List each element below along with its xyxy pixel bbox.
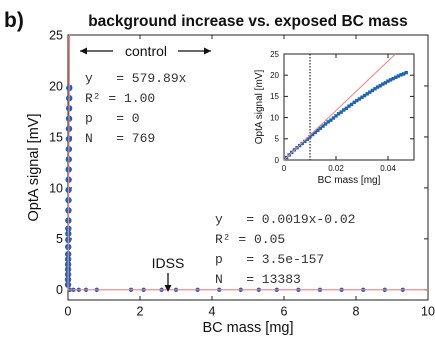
main-y-tick-label: 20 (49, 79, 63, 93)
inset-x-tick-label: 0 (282, 164, 287, 173)
inset-data-point (391, 76, 395, 81)
inset-axes: 0 0.02 0.04 0 5 10 15 20 25 BC mass [mg] OptA sign… (254, 50, 415, 186)
inset-data-point (313, 130, 317, 135)
fit2-line-2: R² = 0.05 (215, 232, 285, 247)
inset-y-tick-label: 25 (270, 50, 279, 59)
fit2-line-1: y = 0.0019x-0.02 (215, 212, 355, 227)
main-y-tick-label: 15 (49, 130, 63, 144)
inset-x-tick-label: 0.02 (328, 164, 344, 173)
inset-data-point (349, 102, 354, 107)
inset-data-point (326, 120, 330, 124)
inset-data-point (318, 126, 323, 130)
inset-data-point (399, 73, 403, 77)
inset-data-point (378, 84, 382, 88)
inset-data-point (388, 78, 393, 82)
inset-y-tick-label: 5 (275, 135, 280, 144)
inset-data-point (355, 98, 359, 103)
main-x-tick-label: 2 (137, 305, 144, 319)
inset-data-point (370, 88, 375, 93)
inset-x-axis-label: BC mass [mg] (318, 175, 381, 186)
main-x-tick-label: 8 (353, 305, 360, 319)
inset-data-point (368, 90, 372, 94)
main-axes: 0 2 4 6 8 10 0 5 10 15 20 25 BC mass [mg] OptA signal… (26, 28, 435, 336)
main-y-tick-label: 10 (49, 181, 63, 195)
fit2-line-3: p = 3.5e-157 (215, 252, 324, 267)
inset-data-point (362, 93, 367, 98)
fit1-line-1: y = 579.89x (85, 71, 187, 86)
main-x-axis-label: BC mass [mg] (202, 320, 293, 336)
inset-fit-line (283, 53, 396, 161)
fit1-line-4: N = 769 (85, 131, 155, 146)
inset-data-point (394, 75, 398, 80)
main-y-tick-label: 25 (49, 28, 63, 42)
main-y-tick-label: 0 (56, 283, 63, 297)
inset-data-point (381, 82, 385, 86)
fit1-stats: y = 579.89x R² = 1.00 p = 0 N = 769 (85, 71, 187, 146)
idss-annotation: IDSS (152, 255, 185, 292)
inset-data-point (373, 87, 377, 91)
inset-data-point (396, 74, 401, 78)
inset-data-point (360, 95, 364, 99)
inset-y-tick-label: 15 (270, 92, 279, 101)
main-y-tick-label: 5 (56, 232, 63, 246)
inset-data-point (401, 72, 406, 76)
inset-data-point (342, 108, 346, 112)
inset-data-point (336, 112, 341, 116)
inset-data-point (331, 116, 336, 120)
fit1-line-2: R² = 1.00 (85, 91, 155, 106)
main-control-fit-line (67, 34, 71, 290)
chart-title: background increase vs. exposed BC mass (88, 13, 408, 30)
inset-data-point (300, 141, 304, 146)
inset-data-point (365, 92, 369, 96)
inset-data-point (344, 106, 349, 110)
inset-data-point (321, 124, 325, 128)
inset-y-tick-label: 10 (270, 113, 279, 122)
inset-data-point (352, 100, 356, 105)
main-x-tick-label: 10 (421, 305, 435, 319)
inset-x-tick-label: 0.04 (380, 164, 396, 173)
inset-data-point (329, 118, 333, 122)
inset-data-point (316, 128, 320, 133)
inset-data-point (375, 85, 380, 89)
inset-data-point (310, 132, 315, 137)
inset-data-point (386, 79, 390, 83)
inset-data-point (347, 104, 351, 108)
fit1-line-3: p = 0 (85, 111, 140, 126)
inset-data-point (308, 134, 312, 139)
control-annotation: control (80, 43, 211, 59)
main-x-tick-label: 4 (209, 305, 216, 319)
inset-data-point (339, 110, 343, 114)
inset-data-points (283, 53, 408, 161)
inset-data-point (334, 114, 338, 118)
inset-y-tick-label: 20 (270, 71, 279, 80)
inset-data-point (303, 139, 307, 144)
main-data-points (64, 34, 428, 293)
inset-data-point (323, 122, 328, 126)
inset-frame (283, 53, 415, 161)
control-label: control (125, 43, 167, 59)
fit2-line-4: N = 13383 (215, 272, 301, 287)
inset-data-point (383, 81, 388, 85)
inset-y-axis-label: OptA signal [mV] (254, 70, 265, 145)
fit2-stats: y = 0.0019x-0.02 R² = 0.05 p = 3.5e-157 … (215, 212, 355, 287)
main-x-tick-label: 0 (65, 305, 72, 319)
inset-y-tick-label: 0 (275, 156, 280, 165)
main-x-tick-label: 6 (281, 305, 288, 319)
main-y-axis-label: OptA signal [mV] (26, 114, 42, 222)
inset-data-point (357, 97, 362, 101)
idss-label: IDSS (152, 255, 185, 271)
panel-label: b) (4, 9, 24, 32)
inset-data-point (404, 70, 408, 75)
inset-data-point (305, 137, 310, 141)
